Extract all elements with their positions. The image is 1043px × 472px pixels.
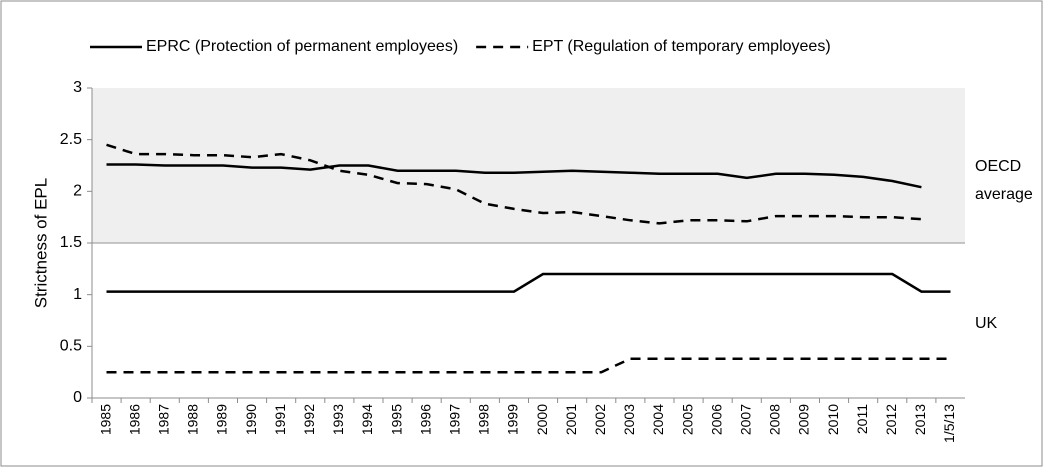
x-tick-label: 1985 [97,404,113,435]
x-tick-label: 2009 [796,404,812,435]
x-tick-label: 1/5/13 [941,404,957,443]
data-line [106,272,951,293]
panel-label: OECD [975,158,1021,175]
x-tick-label: 2001 [563,404,579,435]
y-axis-title: Strictness of EPL [31,178,50,308]
legend-label: EPRC (Protection of permanent employees) [146,38,458,55]
y-tick-label: 1.5 [60,234,82,251]
x-tick-label: 1995 [388,404,404,435]
x-tick-label: 2006 [708,404,724,435]
data-line [106,357,951,374]
x-tick-label: 1988 [185,404,201,435]
legend-label: EPT (Regulation of temporary employees) [532,38,831,55]
panel-background [92,243,965,398]
x-tick-label: 1993 [330,404,346,435]
x-tick-label: 2007 [737,404,753,435]
x-tick-label: 2004 [650,404,666,435]
x-tick-label: 2000 [534,404,550,435]
x-tick-label: 2003 [621,404,637,435]
x-tick-label: 1997 [446,404,462,435]
x-tick-label: 2011 [854,404,870,434]
panel-label: average [975,186,1033,203]
data-line [106,163,922,189]
panel-label: UK [975,315,998,332]
x-tick-label: 1996 [417,404,433,435]
x-tick-label: 1999 [505,404,521,435]
x-tick-label: 1990 [243,404,259,435]
x-tick-label: 2008 [767,404,783,435]
x-tick-label: 2013 [912,404,928,435]
x-tick-label: 1992 [301,404,317,435]
y-tick-label: 0.5 [60,338,82,355]
x-tick-label: 2002 [592,404,608,435]
y-tick-label: 2 [73,183,82,200]
x-tick-label: 2010 [825,404,841,435]
y-tick-label: 3 [73,79,82,96]
data-line [106,143,922,225]
x-tick-label: 1989 [214,404,230,435]
y-tick-label: 0 [73,389,82,406]
x-tick-label: 2012 [883,404,899,435]
x-tick-label: 1994 [359,404,375,435]
x-tick-label: 1991 [272,404,288,435]
y-tick-label: 2.5 [60,131,82,148]
y-tick-label: 1 [73,286,82,303]
x-tick-label: 1998 [476,404,492,435]
x-tick-label: 2005 [679,404,695,435]
x-tick-label: 1987 [155,404,171,435]
x-tick-label: 1986 [126,404,142,435]
